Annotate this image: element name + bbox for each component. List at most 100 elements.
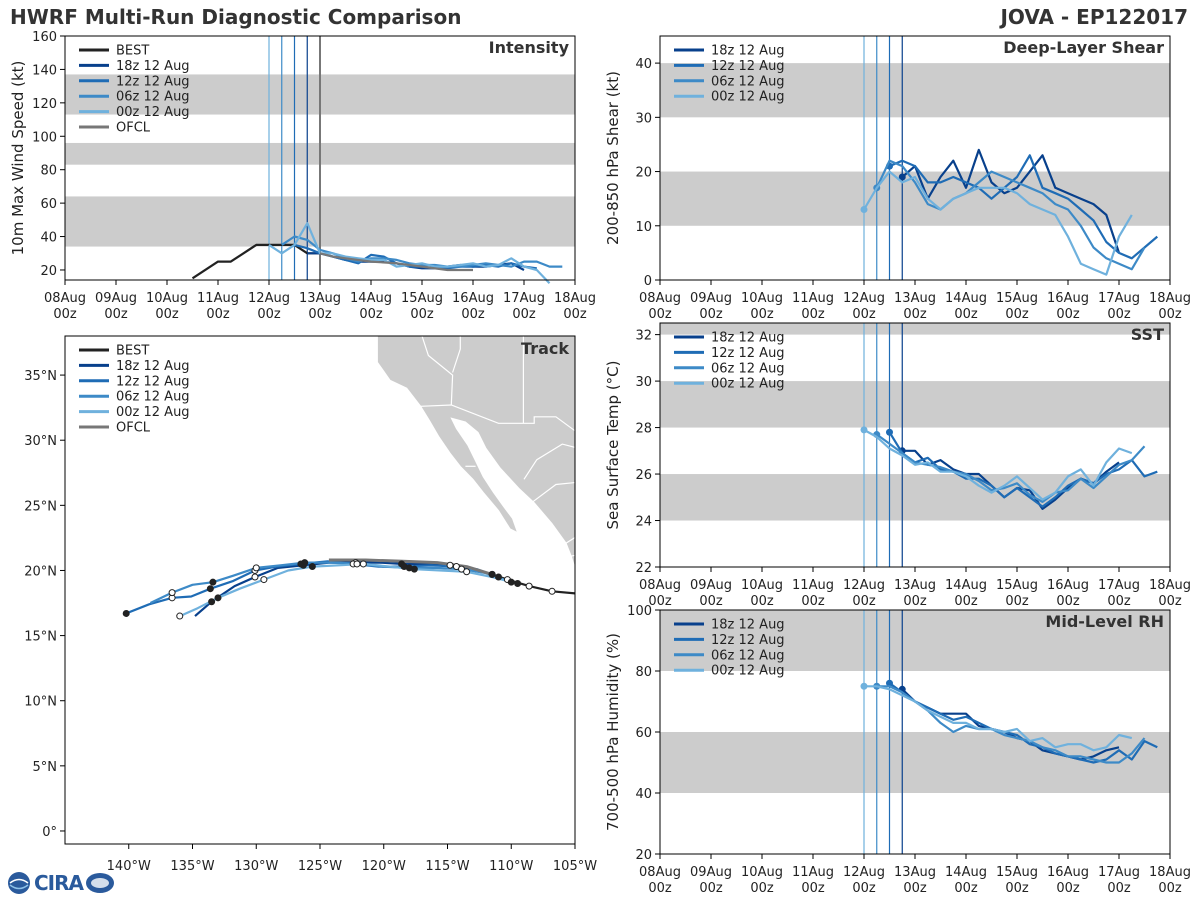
track-marker-00z-12-aug-12 xyxy=(214,594,222,602)
sst-xtick-sublabel-7: 00z xyxy=(1005,594,1029,609)
sst-xtick-label-5: 13Aug xyxy=(894,578,936,593)
sst-panel: 22242628303208Aug00z09Aug00z10Aug00z11Au… xyxy=(604,322,1191,609)
intensity-series-06z-12-aug xyxy=(281,235,563,268)
track-marker-06z-12-aug-0 xyxy=(507,578,515,586)
shear-panel: 01020304008Aug00z09Aug00z10Aug00z11Aug00… xyxy=(604,35,1191,322)
track-border-2 xyxy=(452,336,461,373)
track-ytick-label-2: 10°N xyxy=(24,695,57,710)
shear-start-dot-18z-12-aug xyxy=(898,173,906,181)
shear-xtick-sublabel-8: 00z xyxy=(1056,307,1080,322)
intensity-legend-label-18z-12-aug: 18z 12 Aug xyxy=(116,59,190,74)
track-marker-00z-12-aug-4 xyxy=(410,565,418,573)
intensity-xtick-label-6: 14Aug xyxy=(350,291,392,306)
intensity-xtick-sublabel-7: 00z xyxy=(410,307,434,322)
shear-series-00z-12-aug xyxy=(863,170,1133,276)
track-marker-18z-12-aug-12 xyxy=(208,598,216,606)
rh-xtick-label-5: 13Aug xyxy=(894,865,936,880)
sst-legend-label-06z-12-aug: 06z 12 Aug xyxy=(711,361,785,376)
track-ytick-label-4: 20°N xyxy=(24,564,57,579)
intensity-xtick-label-5: 13Aug xyxy=(299,291,341,306)
sst-xtick-sublabel-8: 00z xyxy=(1056,594,1080,609)
shear-xtick-label-3: 11Aug xyxy=(792,291,834,306)
intensity-ytick-label-100: 100 xyxy=(32,130,57,145)
shear-band-1 xyxy=(660,63,1170,118)
rh-panel-title: Mid-Level RH xyxy=(1045,612,1164,631)
shear-panel-title: Deep-Layer Shear xyxy=(1003,38,1164,57)
rh-xtick-sublabel-8: 00z xyxy=(1056,881,1080,896)
rh-xtick-sublabel-0: 00z xyxy=(648,881,672,896)
shear-xtick-label-5: 13Aug xyxy=(894,291,936,306)
sst-xtick-sublabel-4: 00z xyxy=(852,594,876,609)
track-border-5 xyxy=(523,443,575,480)
sst-series-00z-12-aug xyxy=(863,428,1133,501)
rh-series-00z-12-aug xyxy=(864,685,1133,752)
intensity-panel: 2040608010012014016008Aug00z09Aug00z10Au… xyxy=(9,30,596,322)
sst-legend-label-00z-12-aug: 00z 12 Aug xyxy=(711,377,785,392)
sst-xtick-label-7: 15Aug xyxy=(996,578,1038,593)
intensity-legend-label-00z-12-aug: 00z 12 Aug xyxy=(116,105,190,120)
sst-ytick-label-28: 28 xyxy=(635,422,652,437)
track-marker-18z-12-aug-2 xyxy=(446,561,454,569)
sst-xtick-label-1: 09Aug xyxy=(690,578,732,593)
rh-band-0 xyxy=(660,732,1170,793)
sst-xtick-sublabel-2: 00z xyxy=(750,594,774,609)
rh-ytick-label-60: 60 xyxy=(635,726,652,741)
track-panel: 140°W 135°W 130°W 125°W 120°W 115°W 110°W 105°W… xyxy=(24,335,597,874)
intensity-panel-title: Intensity xyxy=(489,38,570,57)
sst-ytick-label-32: 32 xyxy=(635,329,652,344)
shear-xtick-sublabel-10: 00z xyxy=(1158,307,1182,322)
track-marker-18z-12-aug-0 xyxy=(488,570,496,578)
track-marker-00z-12-aug-10 xyxy=(260,576,268,584)
intensity-xtick-sublabel-3: 00z xyxy=(206,307,230,322)
track-land-mass xyxy=(376,336,575,570)
track-ytick-label-3: 15°N xyxy=(24,630,57,645)
rh-legend-label-18z-12-aug: 18z 12 Aug xyxy=(711,618,785,633)
shear-xtick-label-6: 14Aug xyxy=(945,291,987,306)
shear-legend-label-12z-12-aug: 12z 12 Aug xyxy=(711,59,785,74)
shear-xtick-sublabel-2: 00z xyxy=(750,307,774,322)
shear-ylabel: 200-850 hPa Shear (kt) xyxy=(604,71,622,245)
track-marker-12z-12-aug-12 xyxy=(206,585,214,593)
shear-band-0 xyxy=(660,171,1170,226)
intensity-legend-label-ofcl: OFCL xyxy=(116,121,151,136)
rh-xtick-sublabel-4: 00z xyxy=(852,881,876,896)
intensity-legend-label-best: BEST xyxy=(116,44,149,59)
track-marker-06z-12-aug-8 xyxy=(301,559,309,567)
sst-band-0 xyxy=(660,474,1170,521)
track-xtick-label-4: 120°W xyxy=(362,859,406,874)
track-marker-00z-12-aug-6 xyxy=(359,560,367,568)
shear-xtick-sublabel-4: 00z xyxy=(852,307,876,322)
track-ytick-label-0: 0° xyxy=(42,825,57,840)
track-legend-label-00z-12-aug: 00z 12 Aug xyxy=(116,405,190,420)
shear-xtick-sublabel-3: 00z xyxy=(801,307,825,322)
intensity-xtick-label-3: 11Aug xyxy=(197,291,239,306)
cloud-icon xyxy=(86,873,114,893)
track-marker-06z-12-aug-14 xyxy=(168,589,176,597)
sst-xtick-label-0: 08Aug xyxy=(639,578,681,593)
sst-ytick-label-30: 30 xyxy=(635,375,652,390)
track-marker-06z-12-aug-6 xyxy=(353,560,361,568)
sst-start-dot-00z-12-aug xyxy=(860,426,868,434)
shear-xtick-label-9: 17Aug xyxy=(1098,291,1140,306)
track-ytick-label-5: 25°N xyxy=(24,499,57,514)
shear-xtick-label-0: 08Aug xyxy=(639,291,681,306)
intensity-xtick-sublabel-8: 00z xyxy=(461,307,485,322)
track-xtick-label-0: 140°W xyxy=(107,859,151,874)
track-legend-label-12z-12-aug: 12z 12 Aug xyxy=(116,374,190,389)
rh-xtick-label-3: 11Aug xyxy=(792,865,834,880)
sst-xtick-sublabel-5: 00z xyxy=(903,594,927,609)
shear-xtick-sublabel-1: 00z xyxy=(699,307,723,322)
track-ytick-label-6: 30°N xyxy=(24,434,57,449)
track-marker-00z-12-aug-14 xyxy=(176,612,184,620)
track-xtick-label-7: 105°W xyxy=(553,859,597,874)
shear-legend-label-06z-12-aug: 06z 12 Aug xyxy=(711,74,785,89)
rh-xtick-sublabel-3: 00z xyxy=(801,881,825,896)
track-xtick-label-5: 115°W xyxy=(425,859,469,874)
rh-ytick-label-20: 20 xyxy=(635,848,652,863)
rh-band-1 xyxy=(660,610,1170,671)
shear-start-dot-00z-12-aug xyxy=(860,206,868,214)
track-marker-best-2 xyxy=(525,582,533,590)
sst-ytick-label-24: 24 xyxy=(635,515,652,530)
sst-xtick-sublabel-1: 00z xyxy=(699,594,723,609)
